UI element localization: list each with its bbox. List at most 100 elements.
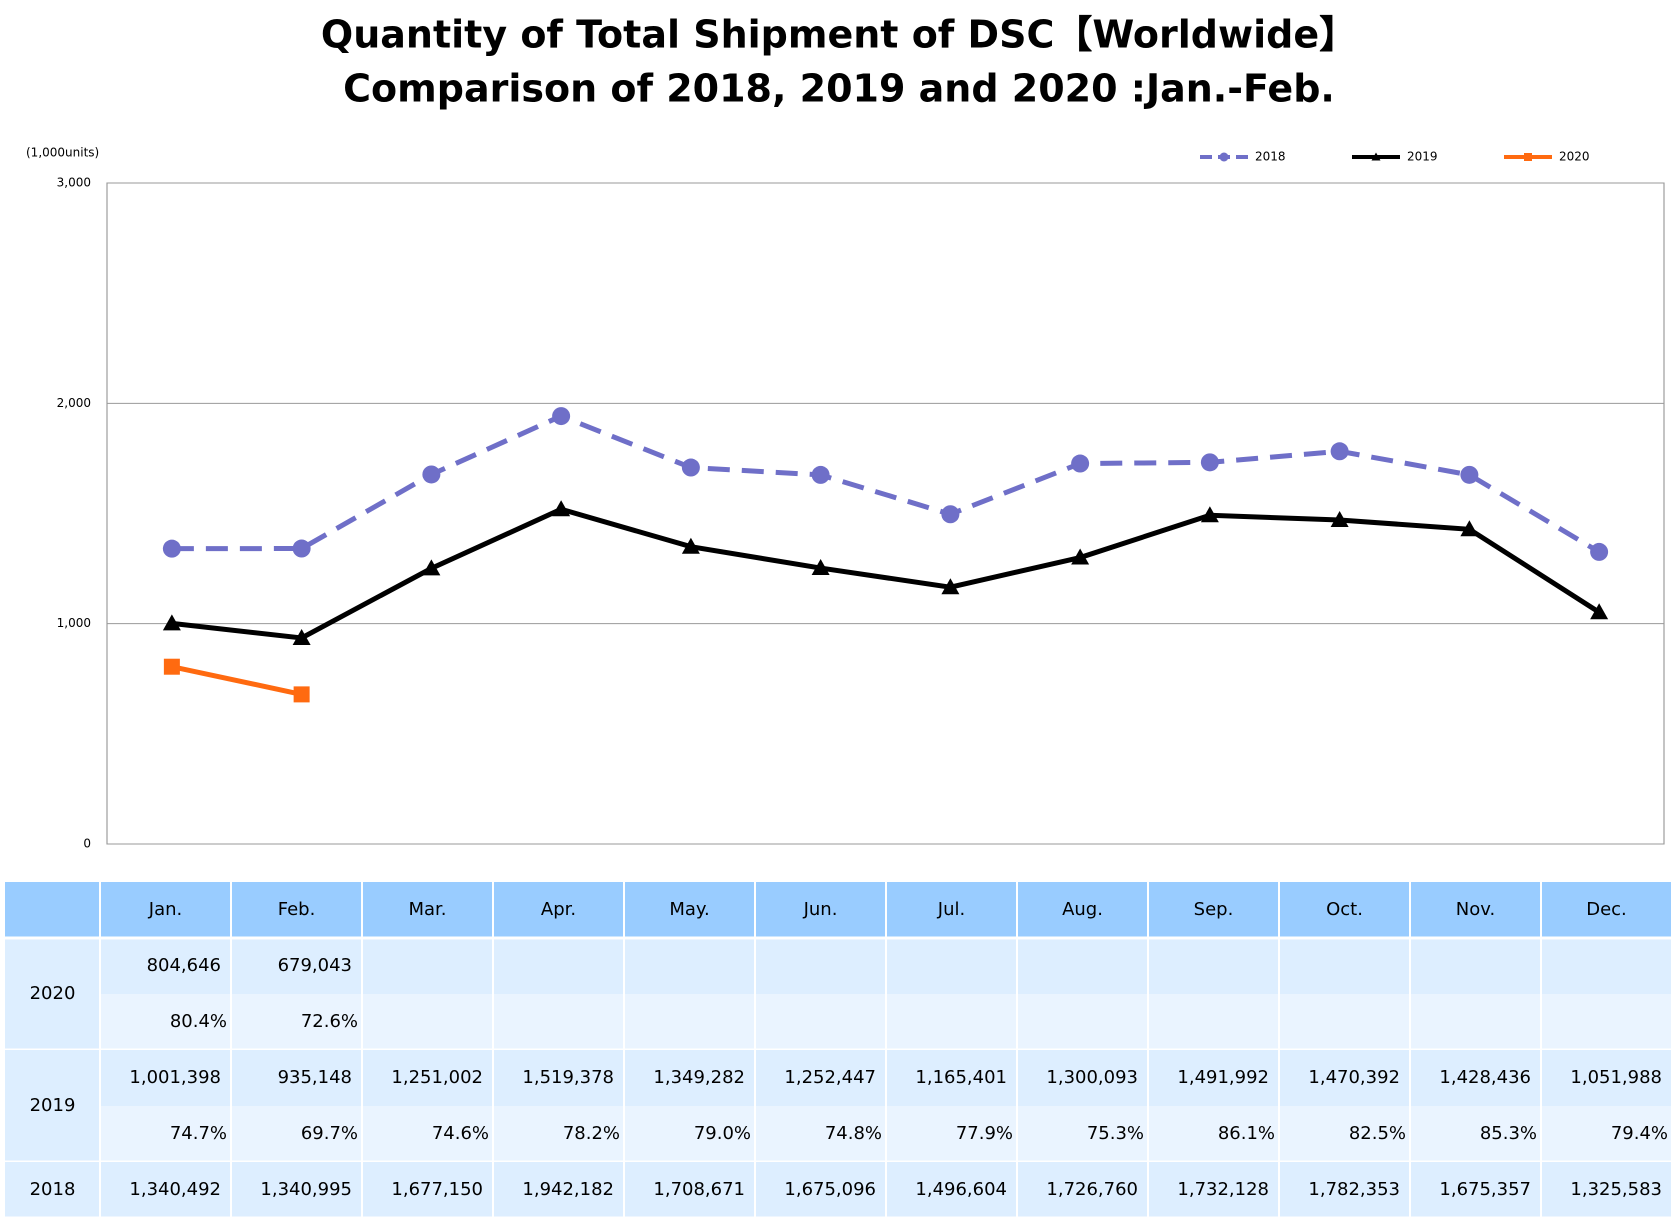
table-value: 1,349,282	[653, 1067, 745, 1088]
marker	[552, 500, 571, 517]
marker	[292, 539, 311, 558]
table-ratio: 72.6%	[301, 1011, 358, 1032]
table-header	[5, 882, 1672, 938]
table-ratio: 74.6%	[432, 1123, 489, 1144]
table-ratio: 77.9%	[956, 1123, 1013, 1144]
plot-area	[106, 182, 1665, 845]
table-ratio: 78.2%	[563, 1123, 620, 1144]
row-header: 2019	[30, 1095, 76, 1116]
legend-marker	[1371, 152, 1381, 161]
marker	[422, 559, 441, 576]
table-value: 1,300,093	[1046, 1067, 1138, 1088]
marker	[1590, 542, 1609, 561]
table-value: 935,148	[278, 1067, 352, 1088]
marker	[1590, 603, 1609, 620]
marker	[163, 658, 180, 675]
marker	[292, 628, 311, 645]
chart-title: Comparison of 2018, 2019 and 2020 :Jan.-…	[343, 67, 1335, 111]
table-value: 1,252,447	[784, 1067, 876, 1088]
marker	[293, 686, 310, 703]
marker	[1460, 465, 1479, 484]
table-value: 1,708,671	[653, 1179, 745, 1200]
y-axis-label: (1,000units)	[26, 146, 99, 160]
table-ratio: 75.3%	[1087, 1123, 1144, 1144]
marker	[1330, 442, 1349, 461]
marker	[552, 407, 571, 426]
column-header: Nov.	[1456, 899, 1495, 920]
column-header: Aug.	[1062, 899, 1103, 920]
table-value: 1,165,401	[915, 1067, 1007, 1088]
column-header: Dec.	[1586, 899, 1627, 920]
row-bg	[5, 1162, 1672, 1218]
y-tick-label: 0	[83, 837, 91, 851]
marker	[162, 539, 181, 558]
series-line	[171, 506, 1601, 641]
row-header: 2018	[30, 1179, 76, 1200]
table-value: 1,428,436	[1439, 1067, 1531, 1088]
table-value: 1,251,002	[391, 1067, 483, 1088]
table-ratio: 74.7%	[170, 1123, 227, 1144]
y-tick-label: 3,000	[57, 176, 91, 190]
marker	[681, 537, 700, 554]
table-value: 1,340,492	[129, 1179, 221, 1200]
legend-label: 2019	[1407, 150, 1438, 164]
column-header: Oct.	[1326, 899, 1363, 920]
chart-title: Quantity of Total Shipment of DSC【Worldw…	[321, 13, 1357, 57]
table-value: 1,675,357	[1439, 1179, 1531, 1200]
marker	[422, 465, 441, 484]
table-ratio: 79.0%	[694, 1123, 751, 1144]
column-header: Feb.	[278, 899, 316, 920]
table-ratio: 85.3%	[1480, 1123, 1537, 1144]
table-value: 1,325,583	[1570, 1179, 1662, 1200]
column-header: May.	[669, 899, 709, 920]
column-header: Sep.	[1194, 899, 1234, 920]
marker	[811, 559, 830, 576]
marker	[162, 614, 181, 631]
table-ratio: 86.1%	[1218, 1123, 1275, 1144]
table-value: 1,675,096	[784, 1179, 876, 1200]
y-tick-label: 1,000	[57, 616, 91, 630]
column-header: Apr.	[541, 899, 576, 920]
table-value: 1,519,378	[522, 1067, 614, 1088]
table-value: 1,782,353	[1308, 1179, 1400, 1200]
table-value: 1,496,604	[915, 1179, 1007, 1200]
y-tick-label: 2,000	[57, 396, 91, 410]
table-value: 1,051,988	[1570, 1067, 1662, 1088]
marker	[1200, 453, 1219, 472]
table-value: 1,677,150	[391, 1179, 483, 1200]
column-header: Jun.	[803, 899, 838, 920]
legend-marker	[1219, 152, 1229, 162]
marker	[1071, 548, 1090, 565]
table-value: 679,043	[278, 955, 352, 976]
marker	[681, 458, 700, 477]
table-value: 1,491,992	[1177, 1067, 1269, 1088]
row-header: 2020	[30, 983, 76, 1004]
marker	[811, 465, 830, 484]
series-line	[171, 664, 303, 697]
legend-label: 2020	[1559, 150, 1590, 164]
marker	[1071, 454, 1090, 473]
table-ratio: 80.4%	[170, 1011, 227, 1032]
table-value: 1,340,995	[260, 1179, 352, 1200]
table-value: 804,646	[147, 955, 221, 976]
table-ratio: 79.4%	[1611, 1123, 1668, 1144]
table-value: 1,726,760	[1046, 1179, 1138, 1200]
column-header: Jul.	[937, 899, 965, 920]
marker	[941, 578, 960, 595]
table-value: 1,001,398	[129, 1067, 221, 1088]
table-ratio: 74.8%	[825, 1123, 882, 1144]
column-header: Jan.	[148, 899, 182, 920]
marker	[941, 505, 960, 524]
legend-label: 2018	[1255, 150, 1286, 164]
table-value: 1,470,392	[1308, 1067, 1400, 1088]
table-value: 1,732,128	[1177, 1179, 1269, 1200]
table-value: 1,942,182	[522, 1179, 614, 1200]
marker	[1200, 506, 1219, 523]
table-ratio: 82.5%	[1349, 1123, 1406, 1144]
legend-marker	[1524, 153, 1532, 161]
table-ratio: 69.7%	[301, 1123, 358, 1144]
series-line	[171, 413, 1601, 555]
marker	[1460, 520, 1479, 537]
marker	[1330, 511, 1349, 528]
